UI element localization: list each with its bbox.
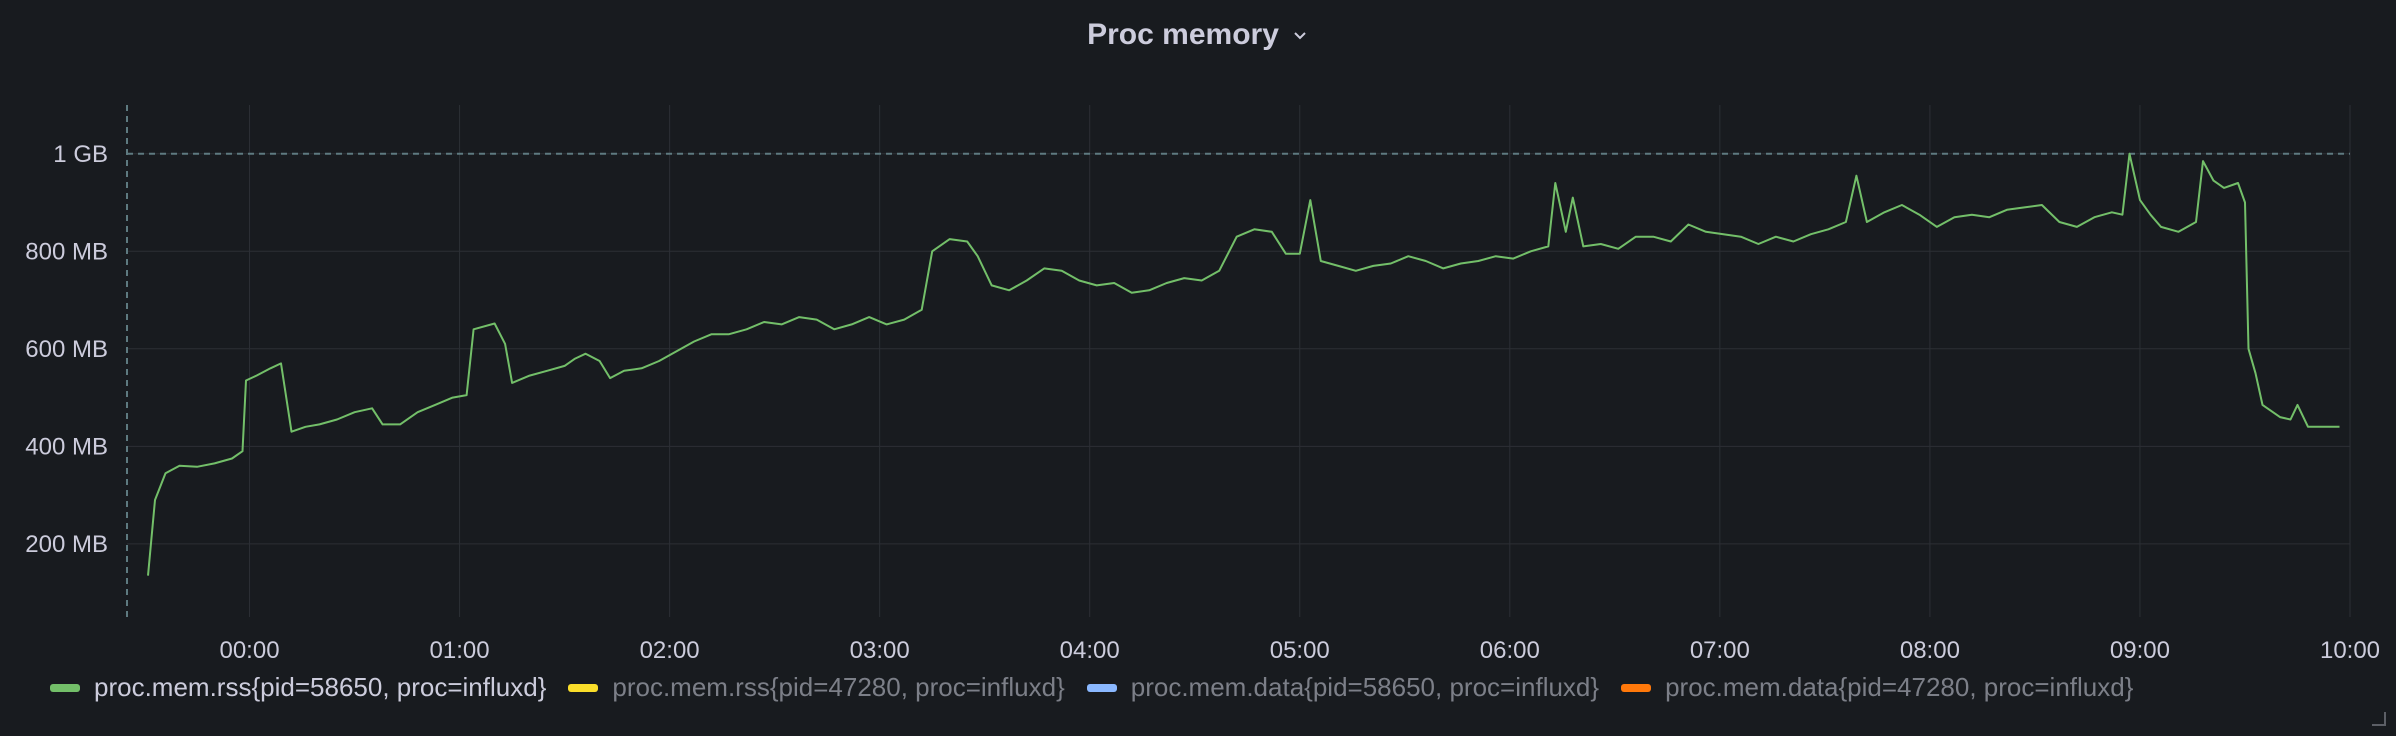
legend-item-2[interactable]: proc.mem.data{pid=58650, proc=influxd} [1086, 672, 1600, 703]
legend-label: proc.mem.data{pid=58650, proc=influxd} [1130, 672, 1600, 702]
x-tick-label: 10:00 [2320, 637, 2380, 660]
legend-swatch [1621, 683, 1652, 692]
panel-title-menu[interactable]: Proc memory [1087, 18, 1309, 52]
y-tick-label: 200 MB [25, 531, 108, 558]
x-tick-label: 02:00 [640, 637, 700, 660]
panel-title: Proc memory [1087, 18, 1279, 51]
y-tick-label: 800 MB [25, 238, 108, 265]
legend-label: proc.mem.rss{pid=47280, proc=influxd} [612, 672, 1065, 702]
legend-label: proc.mem.rss{pid=58650, proc=influxd} [94, 672, 547, 702]
x-tick-label: 09:00 [2110, 637, 2170, 660]
legend: proc.mem.rss{pid=58650, proc=influxd} pro… [50, 672, 2133, 703]
x-tick-label: 03:00 [850, 637, 910, 660]
x-tick-label: 04:00 [1060, 637, 1120, 660]
legend-swatch [50, 683, 80, 692]
y-tick-label: 400 MB [25, 433, 108, 460]
series-layer [147, 152, 2340, 576]
resize-handle[interactable] [2372, 712, 2386, 726]
y-tick-label: 600 MB [25, 336, 108, 363]
legend-swatch [568, 683, 599, 692]
x-tick-label: 08:00 [1900, 637, 1960, 660]
x-tick-label: 01:00 [430, 637, 490, 660]
legend-item-1[interactable]: proc.mem.rss{pid=47280, proc=influxd} [568, 672, 1065, 703]
legend-label: proc.mem.data{pid=47280, proc=influxd} [1665, 672, 2134, 702]
panel-header: Proc memory [0, 0, 2396, 70]
x-axis: 00:00 01:00 02:00 03:00 04:00 05:00 06:00 07:00… [219, 637, 2380, 660]
y-tick-label: 1 GB [53, 141, 108, 168]
x-tick-label: 06:00 [1480, 637, 1540, 660]
chevron-down-icon [1294, 32, 1306, 40]
x-tick-label: 05:00 [1270, 637, 1330, 660]
x-tick-label: 00:00 [219, 637, 279, 660]
legend-swatch [1086, 683, 1117, 692]
legend-item-3[interactable]: proc.mem.data{pid=47280, proc=influxd} [1621, 672, 2133, 703]
grid [126, 105, 2351, 617]
series-line-0 [147, 152, 2340, 576]
x-tick-label: 07:00 [1690, 637, 1750, 660]
y-axis: 200 MB 400 MB 600 MB 800 MB 1 GB [25, 141, 108, 558]
legend-item-0[interactable]: proc.mem.rss{pid=58650, proc=influxd} [50, 672, 546, 703]
